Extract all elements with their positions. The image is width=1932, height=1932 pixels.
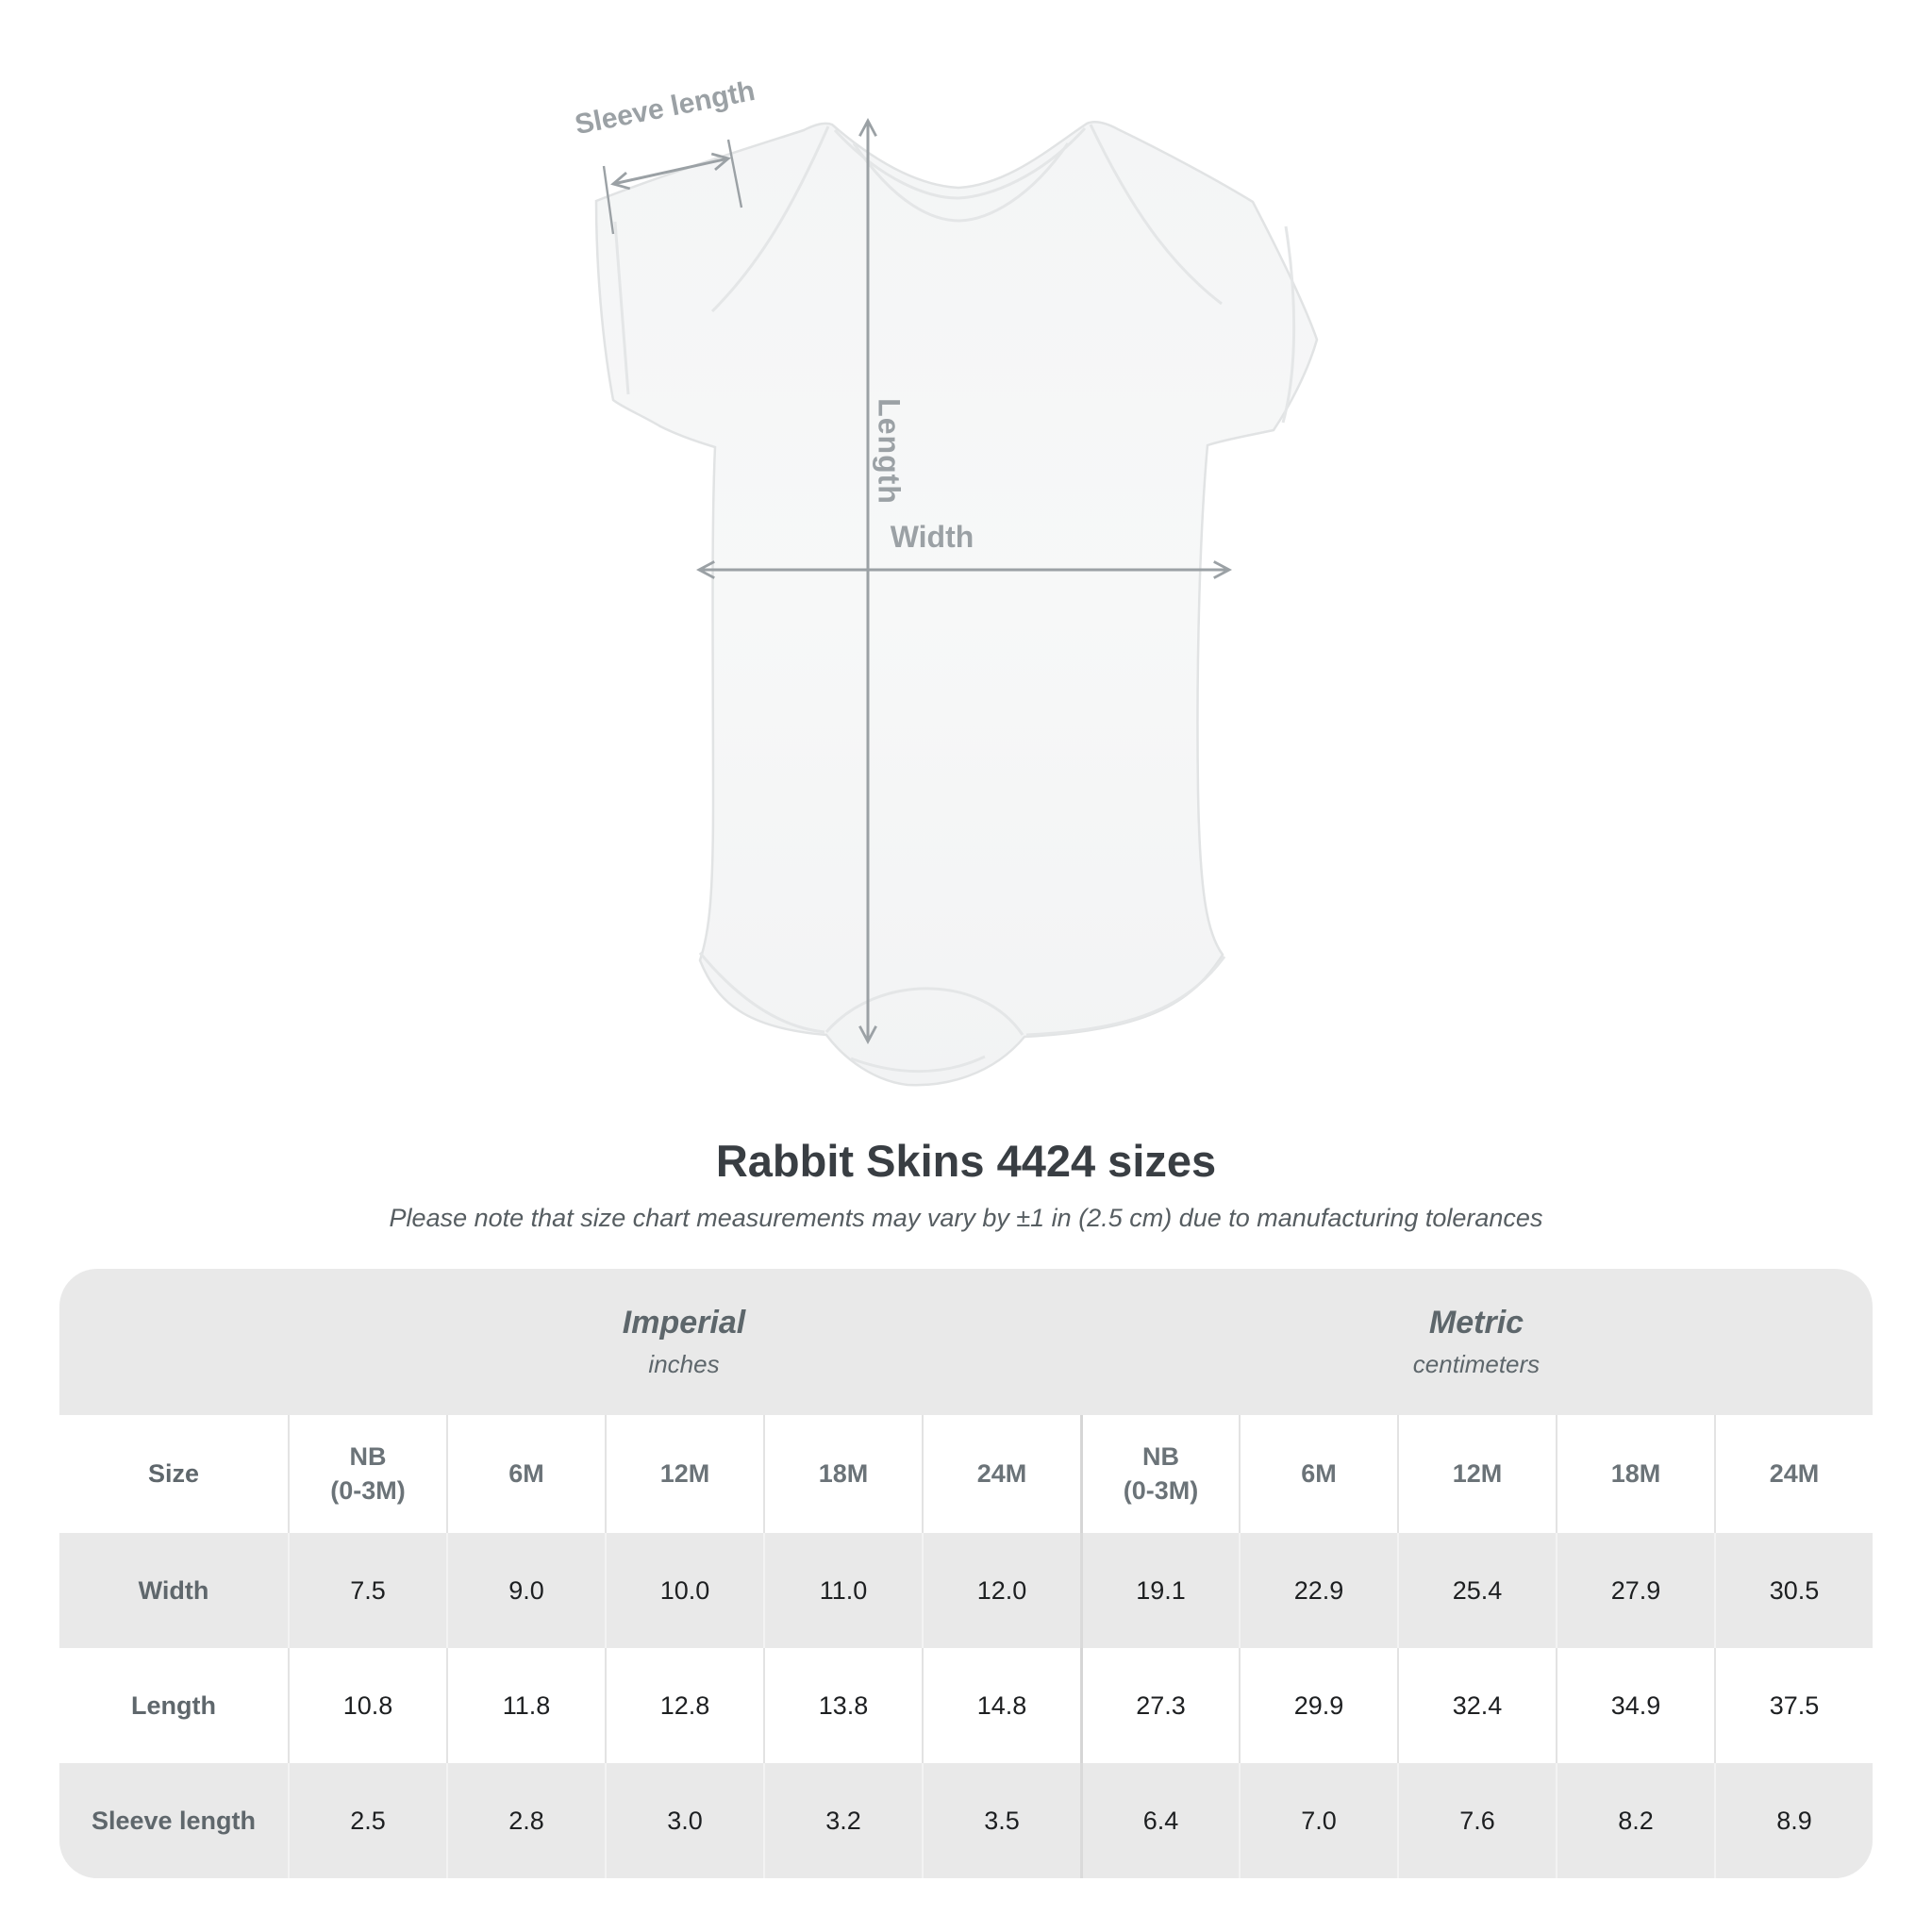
page-title: Rabbit Skins 4424 sizes [715,1136,1217,1186]
onesie-illustration [594,118,1319,1087]
table-cell: 32.4 [1397,1648,1556,1763]
column-header: 12M [1397,1415,1556,1533]
sleeve-extension-tick-right [726,139,743,208]
table-cell: 29.9 [1239,1648,1397,1763]
bodysuit-diagram: Sleeve length Length Width [573,75,1319,1087]
table-cell: 34.9 [1556,1648,1714,1763]
table-cell: 27.3 [1080,1648,1239,1763]
table-cell: 37.5 [1714,1648,1873,1763]
table-row-length: Length 10.8 11.8 12.8 13.8 14.8 27.3 29.… [59,1648,1873,1763]
table-cell: 12.8 [605,1648,763,1763]
dimension-arrows [602,118,1232,1044]
length-label: Length [872,398,907,505]
metric-group-header: Metric centimeters [1080,1269,1873,1415]
size-table: Imperial inches Metric centimeters Size … [59,1269,1873,1878]
onesie-body [594,121,1319,1087]
table-cell: 14.8 [922,1648,1080,1763]
table-cell: 12.0 [922,1533,1080,1648]
table-cell: 30.5 [1714,1533,1873,1648]
table-cell: 7.6 [1397,1763,1556,1878]
row-header: Length [131,1690,216,1720]
table-cell: 13.8 [763,1648,922,1763]
row-header: Width [138,1575,209,1605]
table-cell: 25.4 [1397,1533,1556,1648]
table-cell: 10.0 [605,1533,763,1648]
column-header: 18M [763,1415,922,1533]
table-cell: 2.5 [288,1763,446,1878]
imperial-unit-label: inches [648,1350,720,1378]
size-header-row: Size NB (0-3M) 6M 12M 18M 24M NB (0-3M) … [59,1415,1873,1533]
table-cell: 11.8 [446,1648,605,1763]
table-cell: 7.5 [288,1533,446,1648]
table-row-width: Width 7.5 9.0 10.0 11.0 12.0 19.1 22.9 2… [59,1533,1873,1648]
metric-label: Metric [1428,1305,1524,1341]
column-header: 12M [605,1415,763,1533]
table-cell: 8.2 [1556,1763,1714,1878]
table-row-sleeve-length: Sleeve length 2.5 2.8 3.0 3.2 3.5 6.4 7.… [59,1763,1873,1878]
column-header: 18M [1556,1415,1714,1533]
size-header-cell: Size [147,1459,200,1488]
table-cell: 3.0 [605,1763,763,1878]
width-label: Width [890,520,974,554]
table-cell: 8.9 [1714,1763,1873,1878]
onesie-seams [613,124,1296,1074]
table-cell: 22.9 [1239,1533,1397,1648]
metric-unit-label: centimeters [1412,1350,1541,1378]
table-cell: 6.4 [1080,1763,1239,1878]
imperial-label: Imperial [622,1305,746,1341]
unit-header-row: Imperial inches Metric centimeters [59,1269,1873,1415]
table-cell: 27.9 [1556,1533,1714,1648]
table-cell: 7.0 [1239,1763,1397,1878]
table-cell: 11.0 [763,1533,922,1648]
column-header: 6M [1239,1415,1397,1533]
column-header: NB (0-3M) [288,1415,446,1533]
unit-spacer [59,1269,288,1415]
column-header: 6M [446,1415,605,1533]
table-cell: 19.1 [1080,1533,1239,1648]
table-cell: 9.0 [446,1533,605,1648]
imperial-group-header: Imperial inches [288,1269,1080,1415]
table-cell: 3.2 [763,1763,922,1878]
tolerance-note: Please note that size chart measurements… [389,1204,1543,1232]
column-header: NB (0-3M) [1080,1415,1239,1533]
table-cell: 10.8 [288,1648,446,1763]
column-header: 24M [922,1415,1080,1533]
sleeve-extension-tick-left [602,165,615,235]
row-header: Sleeve length [91,1806,257,1835]
sleeve-length-arrow [610,152,731,191]
column-header: 24M [1714,1415,1873,1533]
table-cell: 3.5 [922,1763,1080,1878]
table-cell: 2.8 [446,1763,605,1878]
